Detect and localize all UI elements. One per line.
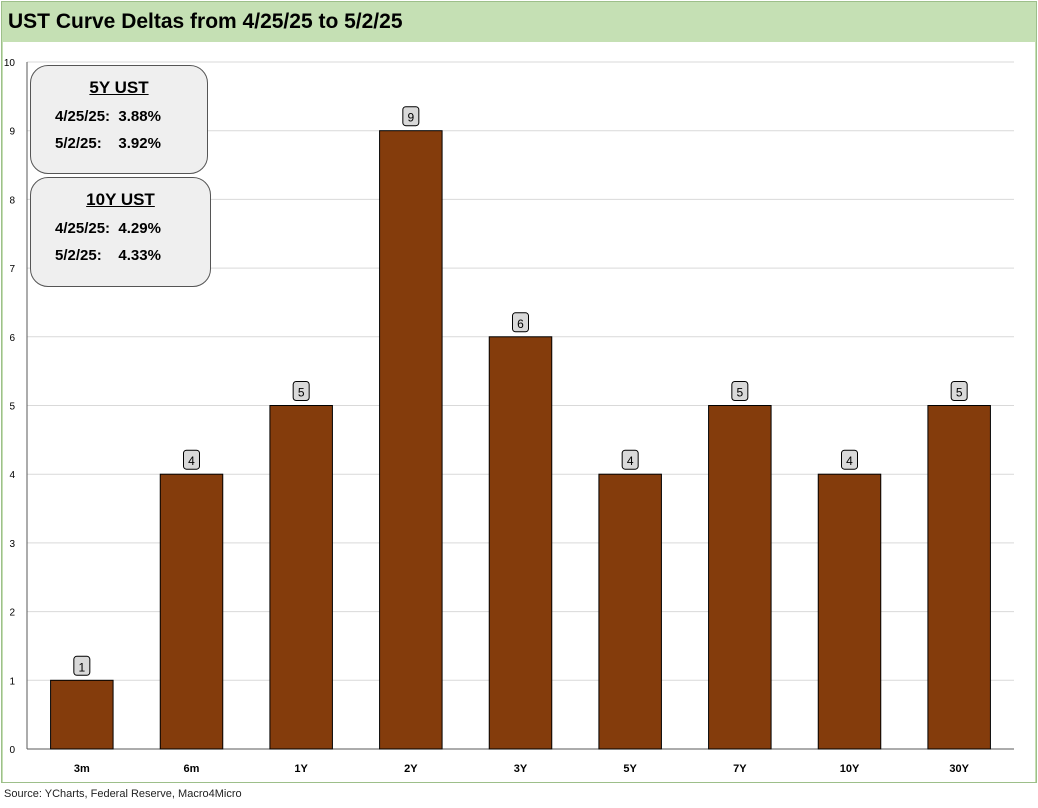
data-label-box bbox=[292, 381, 310, 401]
ust-10y-annotation: 10Y UST 4/25/25: 4.29% 5/2/25: 4.33% bbox=[30, 177, 211, 287]
y-tick-label: 4 bbox=[9, 470, 15, 481]
x-tick-label: 7Y bbox=[733, 763, 747, 775]
x-tick-label: 30Y bbox=[949, 763, 969, 775]
data-label-box bbox=[73, 655, 91, 676]
bar-1Y bbox=[269, 405, 333, 750]
x-tick-label: 1Y bbox=[294, 763, 308, 775]
bar-7Y bbox=[708, 405, 772, 750]
data-label-box bbox=[621, 449, 639, 470]
y-tick-label: 1 bbox=[9, 676, 15, 687]
source-note: Source: YCharts, Federal Reserve, Macro4… bbox=[4, 788, 242, 800]
bar-30Y bbox=[927, 405, 991, 750]
data-label: 5 bbox=[298, 386, 305, 400]
y-tick-label: 0 bbox=[9, 745, 15, 756]
ust-5y-row-2: 5/2/25: 3.92% bbox=[55, 135, 161, 152]
data-label: 1 bbox=[78, 660, 85, 674]
ust-5y-row-1: 4/25/25: 3.88% bbox=[55, 108, 161, 125]
bar-2Y bbox=[379, 130, 443, 750]
data-label-box bbox=[183, 449, 200, 470]
x-tick-label: 5Y bbox=[623, 763, 637, 775]
x-tick-label: 3m bbox=[74, 763, 90, 775]
ust-5y-annotation: 5Y UST 4/25/25: 3.88% 5/2/25: 3.92% bbox=[30, 65, 208, 174]
data-label-box bbox=[950, 381, 968, 401]
ust-10y-row-2: 5/2/25: 4.33% bbox=[55, 247, 161, 264]
data-label-box bbox=[402, 106, 420, 127]
bar-6m bbox=[159, 473, 224, 750]
data-label-box bbox=[512, 312, 529, 333]
y-tick-label: 2 bbox=[9, 608, 15, 619]
data-label: 4 bbox=[627, 454, 634, 468]
y-tick-label: 8 bbox=[9, 195, 15, 206]
bar-5Y bbox=[598, 473, 662, 750]
ust-10y-title: 10Y UST bbox=[86, 190, 155, 209]
y-tick-label: 3 bbox=[9, 539, 15, 550]
x-tick-label: 2Y bbox=[404, 763, 418, 775]
data-label: 4 bbox=[846, 454, 853, 468]
y-tick-label: 9 bbox=[9, 127, 15, 138]
data-label: 6 bbox=[517, 317, 524, 331]
x-tick-label: 10Y bbox=[840, 763, 860, 775]
bar-10Y bbox=[817, 473, 882, 750]
y-tick-label: 7 bbox=[9, 264, 15, 275]
data-label-box bbox=[731, 381, 749, 401]
ust-10y-row-1: 4/25/25: 4.29% bbox=[55, 220, 161, 237]
x-tick-label: 6m bbox=[184, 763, 200, 775]
bar-3Y bbox=[488, 336, 553, 750]
y-tick-label: 10 bbox=[4, 58, 16, 69]
bar-3m bbox=[50, 679, 114, 750]
data-label: 5 bbox=[736, 386, 743, 400]
y-tick-label: 6 bbox=[9, 333, 15, 344]
data-label: 9 bbox=[407, 111, 414, 125]
ust-5y-title: 5Y UST bbox=[89, 78, 149, 97]
chart-title: UST Curve Deltas from 4/25/25 to 5/2/25 bbox=[8, 10, 403, 33]
x-tick-label: 3Y bbox=[514, 763, 528, 775]
data-label: 5 bbox=[956, 386, 963, 400]
data-label: 4 bbox=[188, 454, 195, 468]
data-label-box bbox=[841, 449, 858, 470]
y-tick-label: 5 bbox=[9, 402, 15, 413]
